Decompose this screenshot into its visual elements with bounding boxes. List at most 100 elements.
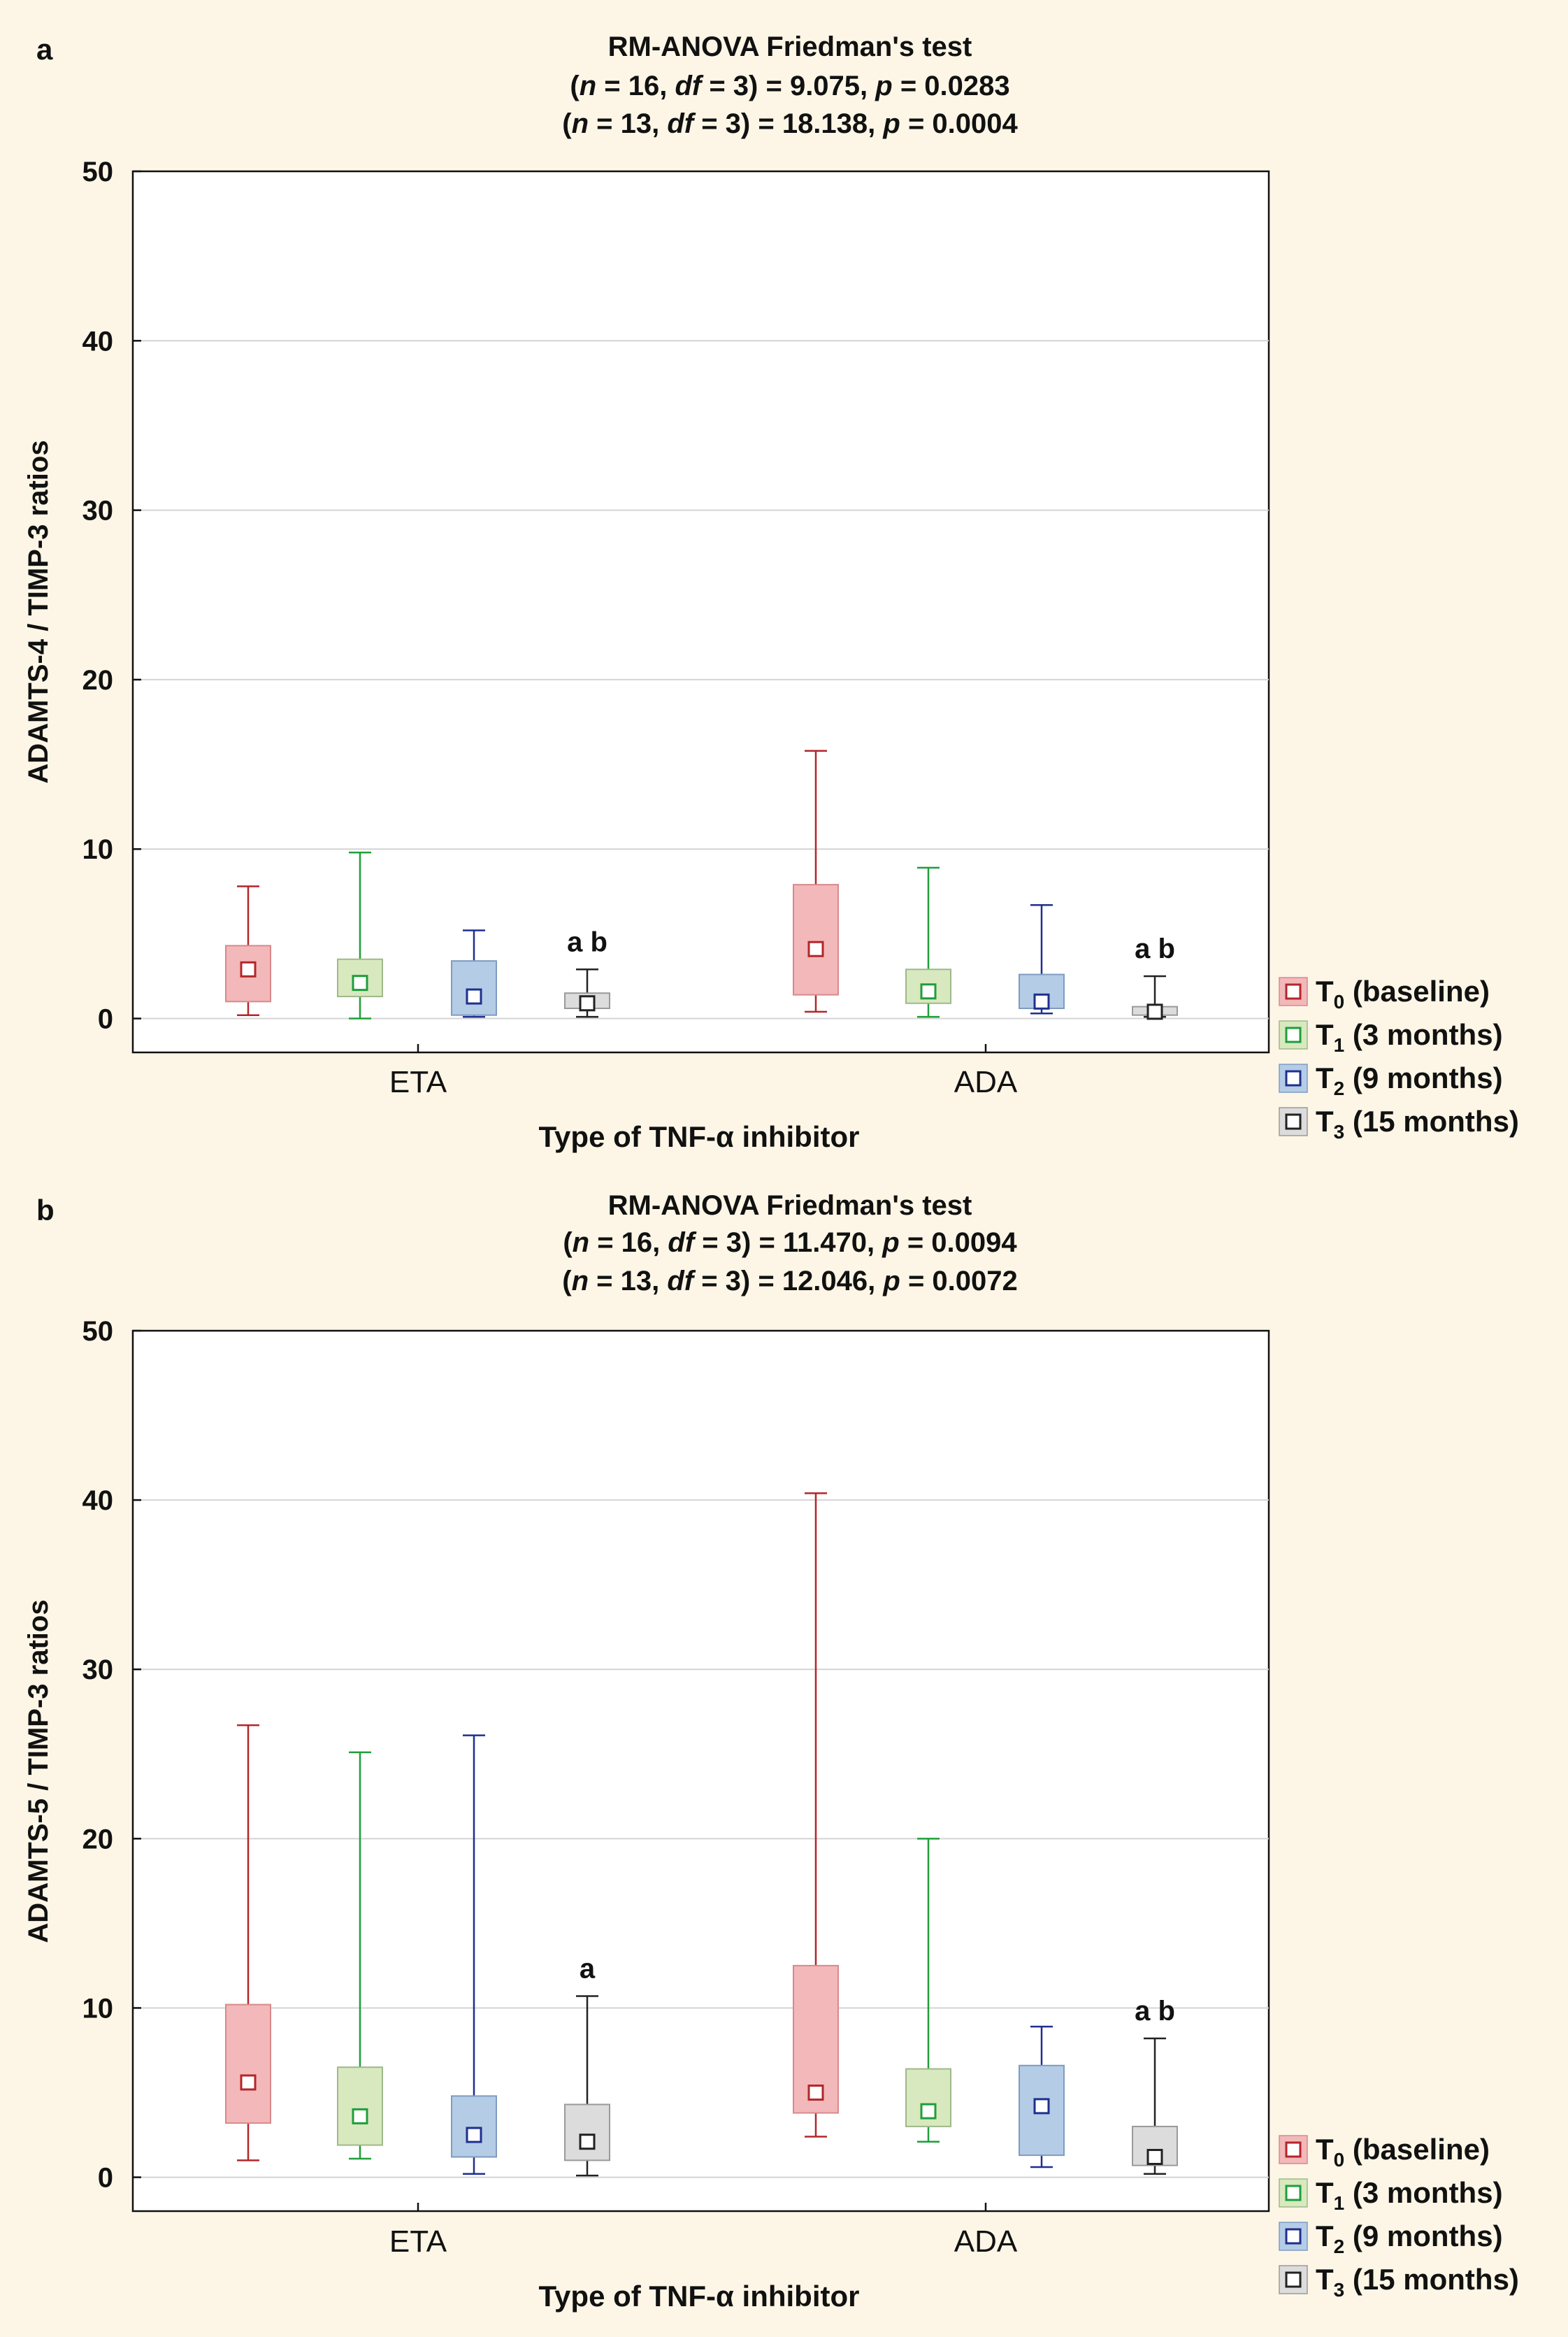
median-marker: [466, 2127, 482, 2143]
box-plot: [451, 1734, 497, 2175]
box-plot: a b: [1132, 1996, 1178, 2175]
iqr-box: [793, 884, 839, 996]
legend-label: T3 (15 months): [1316, 1105, 1519, 1143]
iqr-box: [451, 960, 497, 1016]
median-marker: [920, 2103, 937, 2120]
median-marker: [807, 2085, 824, 2101]
legend-item: T2 (9 months): [1279, 1062, 1503, 1099]
y-tick-label: 40: [82, 1485, 114, 1516]
x-category-label: ADA: [954, 2224, 1018, 2259]
box-plot: [337, 851, 383, 1020]
x-category-label: ADA: [954, 1065, 1018, 1099]
box-plot: [225, 885, 271, 1016]
box-plot: [905, 1838, 951, 2143]
box-plot: a b: [1132, 934, 1178, 1020]
chart-title-line: RM-ANOVA Friedman's test: [608, 31, 972, 62]
legend-marker: [1285, 2141, 1302, 2158]
median-marker: [352, 2108, 368, 2124]
median-marker: [1033, 993, 1050, 1010]
legend-item: T3 (15 months): [1279, 2263, 1519, 2301]
y-axis-label: ADAMTS-4 / TIMP-3 ratios: [23, 440, 54, 783]
legend-marker: [1285, 1027, 1302, 1043]
box-plot: [793, 1492, 839, 2138]
median-marker: [579, 2134, 596, 2150]
median-marker: [1146, 2149, 1163, 2166]
y-tick-label: 20: [82, 1824, 114, 1854]
median-marker: [352, 975, 368, 992]
box-plot: a b: [564, 927, 610, 1018]
iqr-box: [1019, 973, 1065, 1009]
significance-annotation: a b: [1135, 934, 1175, 964]
x-category-label: ETA: [389, 2224, 447, 2259]
significance-annotation: a b: [567, 927, 607, 957]
legend-label: T1 (3 months): [1316, 2176, 1503, 2214]
box-plot: [337, 1751, 383, 2160]
panel-label: a: [36, 33, 53, 66]
iqr-box: [564, 2103, 610, 2161]
y-tick-label: 30: [82, 496, 114, 527]
legend-item: T3 (15 months): [1279, 1105, 1519, 1143]
panel-b: b RM-ANOVA Friedman's test (n = 16, df = 3…: [23, 1190, 1519, 2313]
legend-marker: [1285, 1113, 1302, 1130]
iqr-box: [337, 2066, 383, 2146]
legend-marker: [1285, 983, 1302, 1000]
y-tick-label: 50: [82, 157, 114, 187]
chart-title-line: RM-ANOVA Friedman's test: [608, 1190, 972, 1221]
legend-item: T1 (3 months): [1279, 1018, 1503, 1056]
plot-area: [131, 1329, 1270, 2213]
box-plot: a: [564, 1954, 610, 2177]
median-marker: [466, 988, 482, 1005]
y-axis-label: ADAMTS-5 / TIMP-3 ratios: [23, 1599, 54, 1943]
median-marker: [240, 961, 257, 978]
y-tick-label: 30: [82, 1655, 114, 1685]
median-marker: [579, 995, 596, 1012]
legend-label: T0 (baseline): [1316, 975, 1490, 1013]
legend-item: T0 (baseline): [1279, 2133, 1490, 2171]
legend-label: T1 (3 months): [1316, 1018, 1503, 1056]
legend-label: T2 (9 months): [1316, 2220, 1503, 2257]
y-tick-label: 0: [98, 1004, 113, 1035]
significance-annotation: a: [580, 1954, 596, 1985]
legend-marker: [1285, 2228, 1302, 2245]
legend-label: T2 (9 months): [1316, 1062, 1503, 1099]
median-marker: [240, 2074, 257, 2091]
box-plot: [905, 866, 951, 1018]
box-plot: [1019, 903, 1065, 1015]
plot-area: [131, 170, 1270, 1054]
x-category-label: ETA: [389, 1065, 447, 1099]
chart-title-line: (n = 16, df = 3) = 11.470, p = 0.0094: [563, 1227, 1017, 1258]
chart-title-line: (n = 13, df = 3) = 12.046, p = 0.0072: [562, 1266, 1018, 1296]
median-marker: [807, 941, 824, 957]
chart-title-line: (n = 16, df = 3) = 9.075, p = 0.0283: [570, 71, 1009, 101]
panel-label: b: [36, 1194, 55, 1227]
x-axis-label: Type of TNF-α inhibitor: [539, 1120, 860, 1153]
chart-title-line: (n = 13, df = 3) = 18.138, p = 0.0004: [562, 108, 1018, 139]
legend-item: T0 (baseline): [1279, 975, 1490, 1013]
y-tick-label: 20: [82, 665, 114, 696]
median-marker: [1033, 2098, 1050, 2115]
legend-label: T3 (15 months): [1316, 2263, 1519, 2301]
y-tick-label: 10: [82, 1993, 114, 2024]
panel-a: a RM-ANOVA Friedman's test (n = 16, df = 3…: [23, 31, 1519, 1153]
significance-annotation: a b: [1135, 1996, 1175, 2027]
median-marker: [920, 983, 937, 1000]
legend-marker: [1285, 2185, 1302, 2201]
legend-label: T0 (baseline): [1316, 2133, 1490, 2171]
box-plot: [793, 750, 839, 1013]
iqr-box: [451, 2095, 497, 2158]
box-plot: [1019, 2025, 1065, 2168]
box-plot: [225, 1724, 271, 2161]
legend-marker: [1285, 1070, 1302, 1087]
y-tick-label: 0: [98, 2163, 113, 2194]
y-tick-label: 10: [82, 834, 114, 865]
legend-marker: [1285, 2271, 1302, 2288]
median-marker: [1146, 1003, 1163, 1020]
iqr-box: [225, 2003, 271, 2124]
y-tick-label: 50: [82, 1316, 114, 1347]
legend-item: T1 (3 months): [1279, 2176, 1503, 2214]
legend-item: T2 (9 months): [1279, 2220, 1503, 2257]
y-tick-label: 40: [82, 326, 114, 357]
box-plot: [451, 929, 497, 1018]
x-axis-label: Type of TNF-α inhibitor: [539, 2280, 860, 2313]
